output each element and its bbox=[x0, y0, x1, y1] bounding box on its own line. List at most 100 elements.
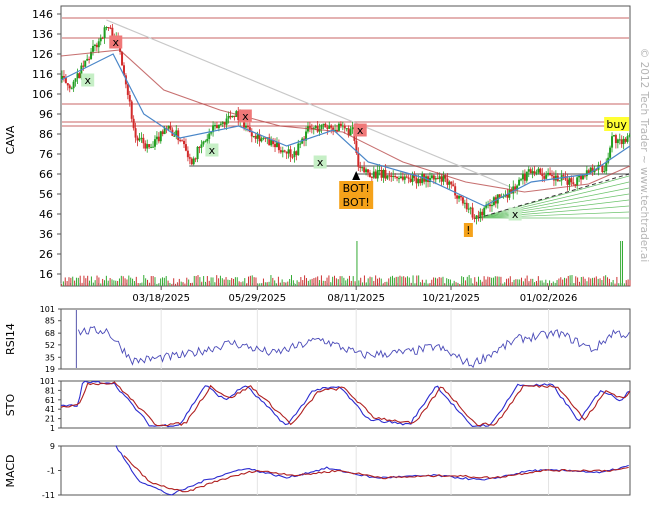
volume-bar bbox=[578, 281, 580, 286]
volume-bar bbox=[216, 275, 218, 286]
volume-bar bbox=[521, 277, 523, 286]
volume-bar bbox=[560, 277, 562, 286]
volume-bar bbox=[502, 283, 504, 286]
volume-bar bbox=[603, 276, 605, 286]
volume-bar bbox=[620, 241, 622, 286]
volume-bar bbox=[193, 275, 195, 286]
volume-bar bbox=[483, 276, 485, 286]
candle-body bbox=[533, 171, 536, 174]
candle-body bbox=[370, 176, 373, 178]
candle-body bbox=[256, 134, 259, 139]
volume-bar bbox=[171, 283, 173, 286]
candle-body bbox=[396, 176, 399, 179]
candle-body bbox=[473, 217, 476, 219]
volume-bar bbox=[535, 280, 537, 286]
candle-body bbox=[403, 176, 406, 180]
volume-bar bbox=[461, 276, 463, 286]
candle-body bbox=[545, 174, 548, 179]
candle-body bbox=[80, 65, 83, 79]
candle-body bbox=[93, 44, 96, 46]
candle-body bbox=[326, 127, 329, 129]
candle-body bbox=[264, 137, 267, 139]
volume-bar bbox=[139, 283, 141, 286]
candle-body bbox=[475, 215, 478, 219]
candle-body bbox=[483, 207, 486, 216]
ytick-label: 61 bbox=[45, 396, 55, 405]
volume-bar bbox=[262, 278, 264, 286]
volume-bar bbox=[590, 278, 592, 286]
volume-bar bbox=[584, 278, 586, 286]
volume-bar bbox=[96, 275, 98, 286]
support-dashed-line bbox=[477, 173, 630, 219]
volume-bar bbox=[378, 277, 380, 286]
volume-bar bbox=[276, 283, 278, 286]
support-fan-line bbox=[477, 193, 630, 219]
volume-bar bbox=[550, 283, 552, 286]
candle-body bbox=[157, 136, 160, 142]
candle-body bbox=[186, 150, 189, 158]
volume-bar bbox=[625, 280, 627, 286]
candle-body bbox=[291, 156, 294, 158]
volume-bar bbox=[427, 283, 429, 286]
main-ytick-label: 66 bbox=[39, 168, 53, 181]
candle-body bbox=[177, 130, 180, 141]
volume-bar bbox=[528, 281, 530, 286]
volume-bar bbox=[569, 275, 571, 286]
candle-body bbox=[506, 194, 509, 198]
volume-bar bbox=[440, 277, 442, 286]
volume-bar bbox=[410, 282, 412, 286]
signal-label: x bbox=[317, 156, 324, 169]
volume-bar bbox=[477, 276, 479, 286]
volume-bar bbox=[274, 280, 276, 286]
candle-body bbox=[611, 136, 614, 148]
volume-bar bbox=[506, 278, 508, 286]
candle-body bbox=[204, 141, 207, 143]
candle-body bbox=[384, 169, 387, 179]
volume-bar bbox=[199, 277, 201, 286]
candle-body bbox=[365, 169, 368, 173]
resistance-trendline bbox=[106, 19, 519, 191]
candle-body bbox=[576, 177, 579, 186]
support-fan bbox=[477, 173, 630, 219]
candle-body bbox=[345, 128, 348, 130]
candle-body bbox=[254, 135, 257, 139]
candle-body bbox=[277, 142, 280, 151]
candle-body bbox=[105, 27, 108, 29]
ytick-label: 101 bbox=[40, 305, 55, 314]
candle-body bbox=[68, 85, 71, 89]
support-fan-line bbox=[477, 181, 630, 219]
volume-bar bbox=[348, 275, 350, 286]
candle-body bbox=[74, 78, 77, 82]
candle-body bbox=[320, 124, 323, 130]
volume-bar bbox=[369, 276, 371, 286]
volume-bar bbox=[554, 282, 556, 286]
candle-body bbox=[70, 88, 73, 90]
support-fan-line bbox=[477, 199, 630, 219]
candle-body bbox=[252, 135, 255, 137]
candle-body bbox=[217, 124, 220, 129]
candle-body bbox=[390, 175, 393, 178]
rsi-grid bbox=[160, 309, 550, 369]
volume-bar bbox=[623, 283, 625, 286]
candle-body bbox=[456, 195, 459, 199]
candle-body bbox=[212, 125, 215, 133]
volume-bar bbox=[242, 281, 244, 286]
ytick-label: -11 bbox=[42, 491, 55, 500]
candle-body bbox=[419, 178, 422, 184]
volume-bar bbox=[279, 282, 281, 286]
volume-bar bbox=[133, 281, 135, 286]
volume-bar bbox=[420, 282, 422, 286]
candle-body bbox=[537, 168, 540, 173]
volume-bar bbox=[519, 279, 521, 286]
volume-bar bbox=[401, 276, 403, 286]
candle-body bbox=[558, 180, 561, 182]
volume-bar bbox=[382, 283, 384, 286]
volume-bar bbox=[289, 278, 291, 286]
volume-bar bbox=[266, 282, 268, 286]
candle-body bbox=[622, 138, 625, 145]
volume-bar bbox=[380, 278, 382, 286]
volume-bar bbox=[362, 282, 364, 286]
volume-bar bbox=[219, 275, 221, 286]
volume-bar bbox=[468, 275, 470, 286]
candle-body bbox=[167, 125, 170, 129]
